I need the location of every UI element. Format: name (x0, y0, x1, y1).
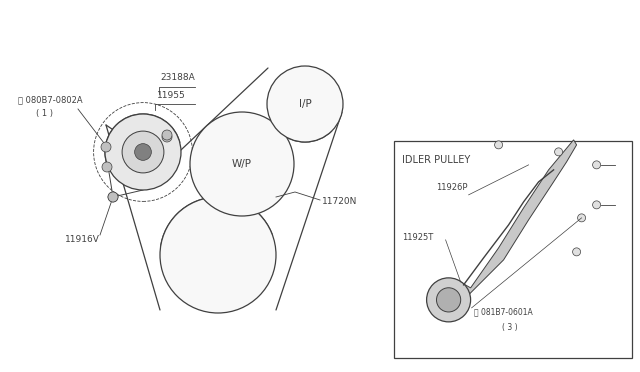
Circle shape (101, 142, 111, 152)
Circle shape (108, 192, 118, 202)
Text: I/P: I/P (299, 99, 312, 109)
Text: 11720N: 11720N (322, 197, 357, 206)
Text: IDLER PULLEY: IDLER PULLEY (402, 155, 470, 166)
Text: ( 1 ): ( 1 ) (36, 109, 53, 118)
Circle shape (190, 112, 294, 216)
Text: 11916V: 11916V (65, 235, 100, 244)
Text: Ⓑ 081B7-0601A: Ⓑ 081B7-0601A (474, 307, 532, 316)
Text: 23188A: 23188A (160, 73, 195, 82)
Circle shape (162, 132, 172, 142)
Circle shape (578, 214, 586, 222)
Text: W/P: W/P (232, 159, 252, 169)
Polygon shape (456, 140, 577, 295)
Circle shape (102, 162, 112, 172)
Circle shape (495, 141, 502, 149)
Text: 11955: 11955 (157, 91, 186, 100)
Circle shape (436, 288, 461, 312)
Circle shape (593, 161, 600, 169)
Bar (394, 141, 632, 358)
Text: 11926P: 11926P (436, 183, 467, 192)
Circle shape (160, 197, 276, 313)
Circle shape (267, 66, 343, 142)
Circle shape (134, 144, 152, 160)
Circle shape (593, 201, 600, 209)
Circle shape (108, 192, 118, 202)
Circle shape (573, 248, 580, 256)
Circle shape (105, 114, 181, 190)
Circle shape (555, 148, 563, 156)
Text: ( 3 ): ( 3 ) (502, 323, 517, 332)
Circle shape (122, 131, 164, 173)
Circle shape (427, 278, 470, 322)
Text: Ⓑ 080B7-0802A: Ⓑ 080B7-0802A (18, 95, 83, 104)
Text: 11925T: 11925T (402, 233, 433, 242)
Text: R117001T: R117001T (554, 348, 600, 357)
Circle shape (162, 130, 172, 140)
